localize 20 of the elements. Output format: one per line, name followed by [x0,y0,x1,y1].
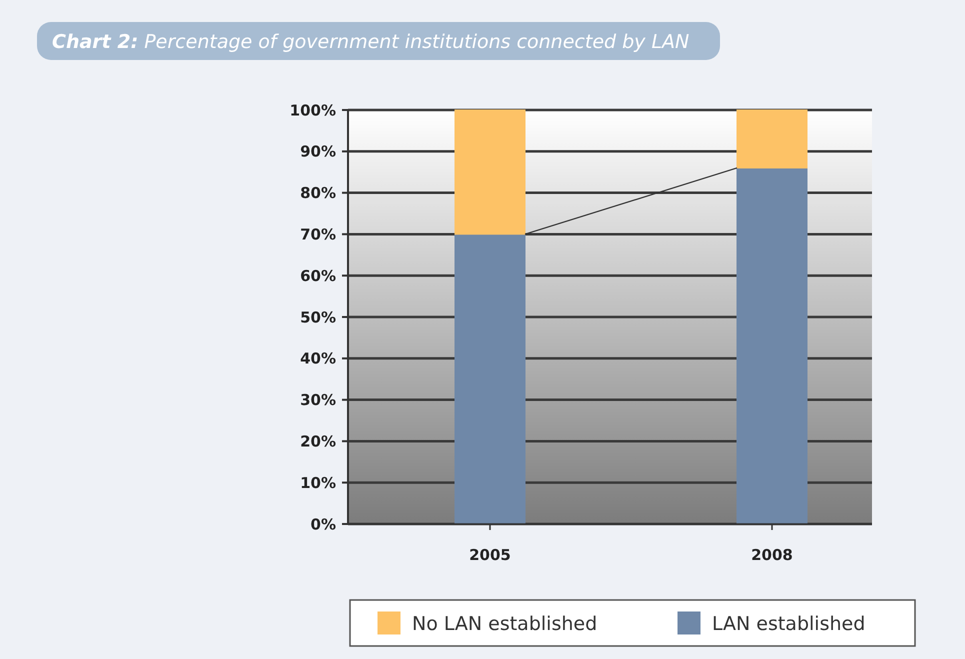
y-tick-label: 40% [300,350,336,368]
y-tick-label: 100% [290,101,336,120]
x-tick-label: 2008 [751,546,793,564]
legend-label: No LAN established [412,613,598,635]
bar [454,110,526,235]
y-tick-label: 0% [310,515,336,534]
y-tick-label: 60% [300,266,336,285]
chart-title: Chart 2: Percentage of government institutions connected by LAN [52,31,690,53]
bar [454,234,526,524]
y-tick-label: 30% [300,391,336,410]
legend-label: LAN established [712,613,866,635]
y-tick-label: 70% [300,225,336,244]
x-tick-label: 2005 [469,546,511,564]
y-tick-label: 50% [300,308,336,326]
y-tick-label: 10% [300,474,336,492]
y-tick-label: 90% [300,142,336,161]
bar [736,110,808,168]
y-tick-label: 20% [300,432,336,450]
y-tick-label: 80% [300,184,336,202]
bar [736,167,808,524]
